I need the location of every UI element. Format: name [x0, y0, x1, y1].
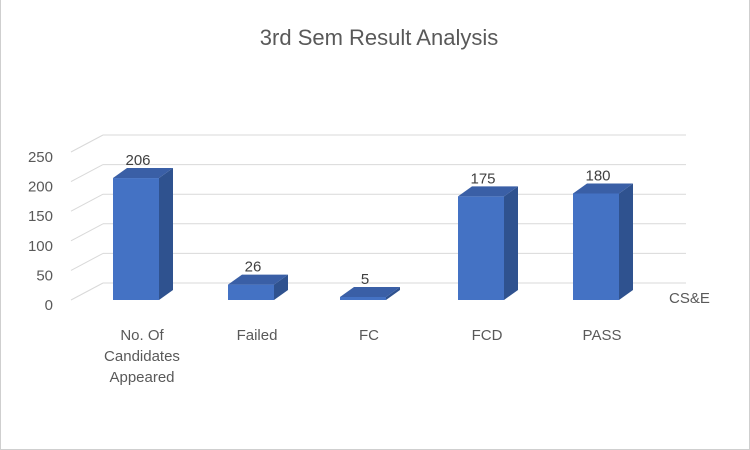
bar-top — [458, 186, 518, 197]
y-axis: 0 50 100 150 200 250 — [28, 149, 53, 314]
bar-top — [228, 274, 288, 285]
bar — [458, 186, 518, 300]
bar-side — [274, 274, 288, 300]
y-tick-label: 100 — [28, 238, 53, 255]
bar-side — [504, 186, 518, 300]
gridline-depth — [70, 134, 104, 153]
x-tick-label: FC — [359, 327, 379, 344]
x-tick-label-line: Candidates — [104, 348, 180, 365]
bar — [113, 168, 173, 300]
gridline-depth — [70, 223, 104, 242]
data-label: 5 — [361, 271, 369, 288]
data-label: 175 — [470, 170, 495, 187]
bars — [113, 168, 633, 300]
bar — [228, 274, 288, 300]
x-tick-label-line: FC — [359, 327, 379, 344]
y-tick-label: 50 — [36, 267, 53, 284]
bar-side — [386, 287, 400, 300]
bar-front — [573, 193, 619, 300]
bar-side — [619, 183, 633, 300]
gridline-depth — [70, 252, 104, 271]
bar-top — [573, 183, 633, 194]
data-label: 206 — [125, 152, 150, 169]
legend-entry-cs-e: CS&E — [669, 290, 710, 307]
y-tick-label: 250 — [28, 149, 53, 166]
gridline-depth — [70, 282, 104, 301]
x-axis: No. Of Candidates Appeared Failed FC FCD PASS — [104, 327, 621, 386]
bar-front — [113, 178, 159, 300]
bar-front — [228, 284, 274, 300]
x-tick-label-line: PASS — [583, 327, 622, 344]
x-tick-label-line: Appeared — [109, 369, 174, 386]
bar-top — [340, 287, 400, 297]
gridline-depth — [70, 193, 104, 212]
data-label: 180 — [585, 167, 610, 184]
gridline-depth — [70, 164, 104, 183]
y-tick-label: 150 — [28, 208, 53, 225]
y-tick-label: 200 — [28, 179, 53, 196]
x-tick-label: PASS — [583, 327, 622, 344]
x-tick-label: FCD — [472, 327, 503, 344]
x-tick-label: No. Of Candidates Appeared — [104, 327, 180, 386]
x-tick-label-line: No. Of — [120, 327, 164, 344]
bar-front — [340, 297, 386, 300]
bar-side — [159, 168, 173, 300]
bar-top — [113, 168, 173, 179]
x-tick-label: Failed — [237, 327, 278, 344]
chart-title: 3rd Sem Result Analysis — [260, 25, 498, 50]
bar — [573, 183, 633, 300]
x-tick-label-line: FCD — [472, 327, 503, 344]
x-tick-label-line: Failed — [237, 327, 278, 344]
y-tick-label: 0 — [45, 297, 53, 314]
data-labels: 206 26 5 175 180 — [125, 152, 610, 288]
bar-front — [458, 196, 504, 300]
data-label: 26 — [245, 259, 262, 276]
bar — [340, 287, 400, 300]
